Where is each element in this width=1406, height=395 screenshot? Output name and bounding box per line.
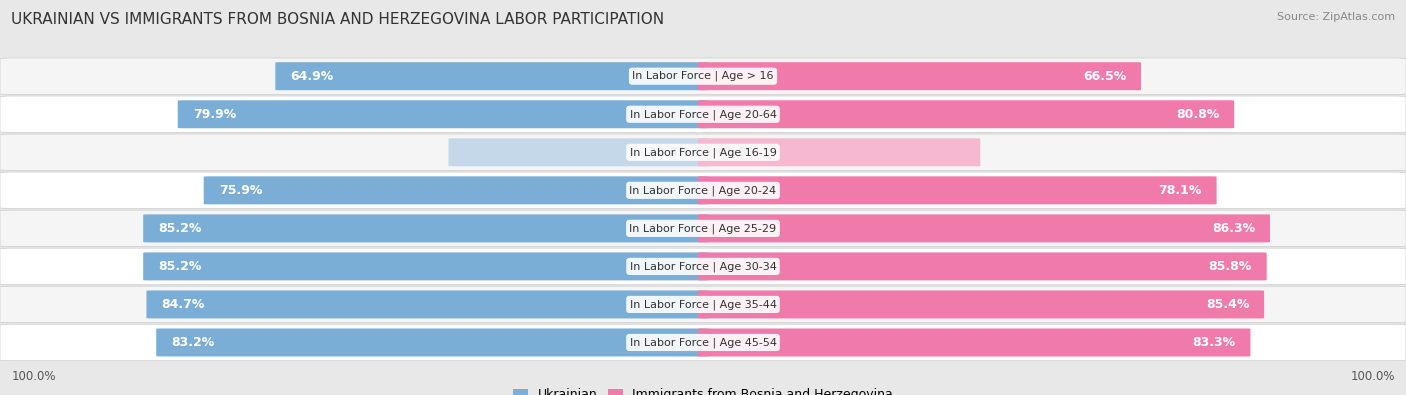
FancyBboxPatch shape <box>0 134 1406 171</box>
Text: In Labor Force | Age 25-29: In Labor Force | Age 25-29 <box>630 223 776 233</box>
FancyBboxPatch shape <box>146 290 709 318</box>
Text: 85.8%: 85.8% <box>1209 260 1251 273</box>
Text: 85.2%: 85.2% <box>159 260 201 273</box>
FancyBboxPatch shape <box>697 176 1216 204</box>
FancyBboxPatch shape <box>697 100 1234 128</box>
Text: 78.1%: 78.1% <box>1159 184 1202 197</box>
FancyBboxPatch shape <box>156 329 709 356</box>
FancyBboxPatch shape <box>177 100 709 128</box>
FancyBboxPatch shape <box>697 138 980 166</box>
Text: In Labor Force | Age > 16: In Labor Force | Age > 16 <box>633 71 773 81</box>
FancyBboxPatch shape <box>143 252 709 280</box>
Text: 66.5%: 66.5% <box>1083 70 1126 83</box>
Text: 64.9%: 64.9% <box>290 70 333 83</box>
FancyBboxPatch shape <box>0 96 1406 132</box>
FancyBboxPatch shape <box>0 172 1406 209</box>
FancyBboxPatch shape <box>143 214 709 243</box>
Text: Source: ZipAtlas.com: Source: ZipAtlas.com <box>1277 12 1395 22</box>
Text: 85.4%: 85.4% <box>1206 298 1249 311</box>
Text: In Labor Force | Age 35-44: In Labor Force | Age 35-44 <box>630 299 776 310</box>
Text: 84.7%: 84.7% <box>162 298 205 311</box>
Legend: Ukrainian, Immigrants from Bosnia and Herzegovina: Ukrainian, Immigrants from Bosnia and He… <box>508 384 898 395</box>
FancyBboxPatch shape <box>0 286 1406 323</box>
FancyBboxPatch shape <box>276 62 709 90</box>
FancyBboxPatch shape <box>697 252 1267 280</box>
FancyBboxPatch shape <box>697 214 1270 243</box>
Text: 38.3%: 38.3% <box>647 146 690 159</box>
Text: 86.3%: 86.3% <box>1212 222 1256 235</box>
Text: 83.2%: 83.2% <box>172 336 215 349</box>
FancyBboxPatch shape <box>204 176 709 204</box>
Text: In Labor Force | Age 20-64: In Labor Force | Age 20-64 <box>630 109 776 120</box>
Text: UKRAINIAN VS IMMIGRANTS FROM BOSNIA AND HERZEGOVINA LABOR PARTICIPATION: UKRAINIAN VS IMMIGRANTS FROM BOSNIA AND … <box>11 12 665 27</box>
FancyBboxPatch shape <box>697 329 1250 356</box>
Text: 75.9%: 75.9% <box>219 184 262 197</box>
FancyBboxPatch shape <box>0 324 1406 361</box>
Text: 100.0%: 100.0% <box>1350 370 1395 383</box>
Text: 41.8%: 41.8% <box>716 146 759 159</box>
FancyBboxPatch shape <box>449 138 709 166</box>
Text: In Labor Force | Age 45-54: In Labor Force | Age 45-54 <box>630 337 776 348</box>
Text: 80.8%: 80.8% <box>1175 108 1219 121</box>
Text: In Labor Force | Age 20-24: In Labor Force | Age 20-24 <box>630 185 776 196</box>
Text: In Labor Force | Age 16-19: In Labor Force | Age 16-19 <box>630 147 776 158</box>
FancyBboxPatch shape <box>0 248 1406 285</box>
Text: 83.3%: 83.3% <box>1192 336 1236 349</box>
Text: 79.9%: 79.9% <box>193 108 236 121</box>
Text: 100.0%: 100.0% <box>11 370 56 383</box>
Text: In Labor Force | Age 30-34: In Labor Force | Age 30-34 <box>630 261 776 272</box>
FancyBboxPatch shape <box>697 290 1264 318</box>
FancyBboxPatch shape <box>0 58 1406 94</box>
FancyBboxPatch shape <box>697 62 1142 90</box>
Text: 85.2%: 85.2% <box>159 222 201 235</box>
FancyBboxPatch shape <box>0 210 1406 246</box>
